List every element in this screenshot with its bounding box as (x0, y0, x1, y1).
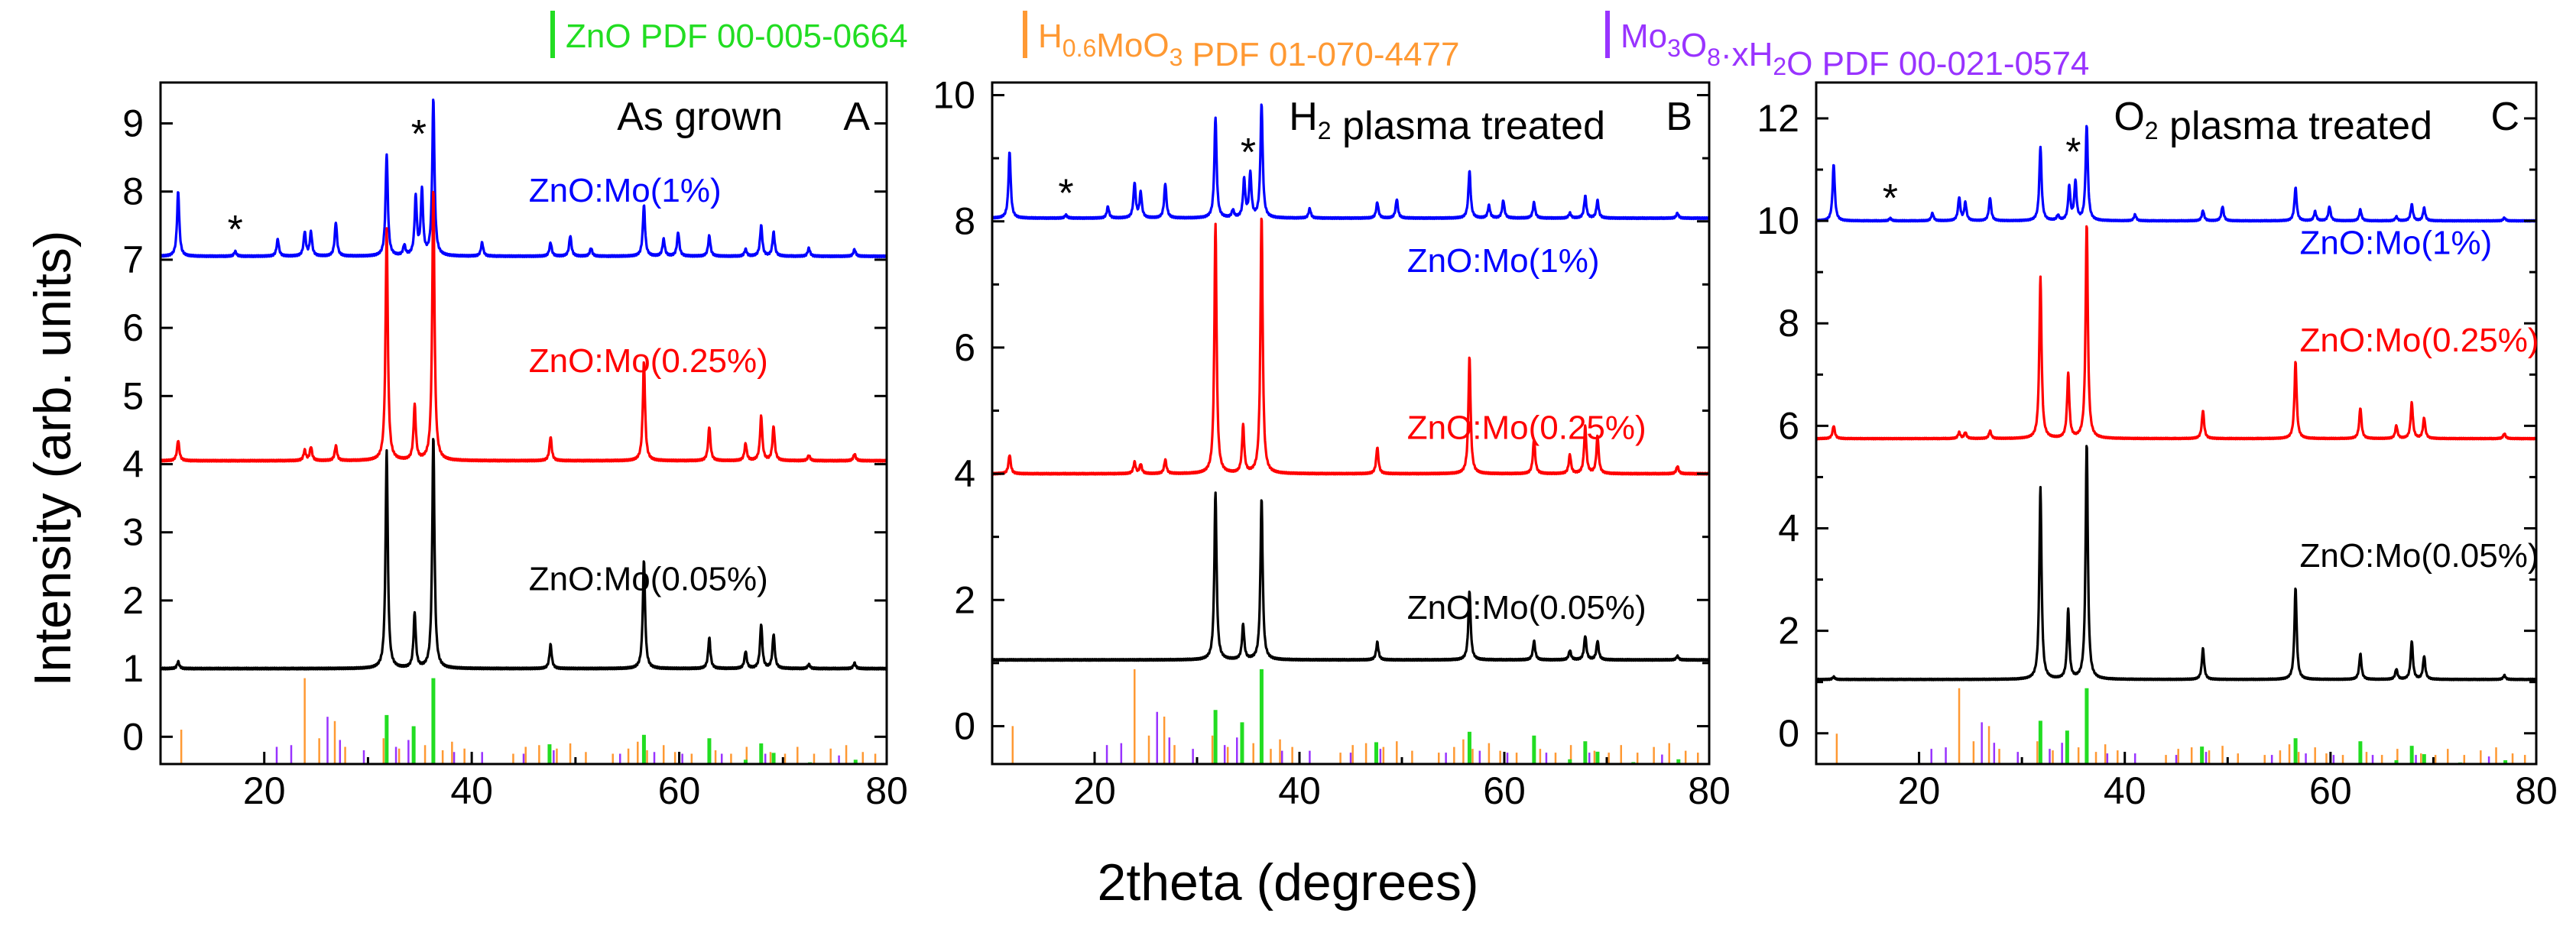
series-label: ZnO:Mo(0.25%) (1407, 410, 1646, 447)
series-trace-2 (159, 438, 888, 671)
impurity-star: * (1241, 131, 1256, 175)
legend-swatch-h (1023, 11, 1027, 58)
series-trace-2 (1815, 445, 2538, 682)
impurity-star: * (1883, 176, 1898, 221)
x-tick-label: 80 (865, 769, 908, 812)
y-tick-label: 0 (122, 715, 144, 758)
y-tick-label: 4 (122, 443, 144, 486)
y-tick-label: 0 (1778, 712, 1799, 755)
legend-entry-h: H0.6MoO3 PDF 01-070-4477 (1038, 18, 1459, 73)
impurity-star: * (411, 112, 427, 157)
y-tick-label: 5 (122, 374, 144, 417)
series-label: ZnO:Mo(1%) (1407, 242, 1600, 280)
x-tick-label: 60 (2309, 769, 2352, 812)
series-label: ZnO:Mo(0.05%) (2299, 537, 2539, 575)
impurity-star: * (228, 208, 243, 252)
y-tick-label: 2 (122, 579, 144, 622)
y-tick-label: 10 (933, 74, 975, 117)
y-tick-label: 10 (1757, 199, 1799, 242)
plot-frame (1815, 81, 2538, 766)
impurity-star: * (2065, 131, 2081, 175)
x-tick-label: 40 (1278, 769, 1321, 812)
series-trace-1 (991, 217, 1711, 476)
series-trace-0 (991, 103, 1711, 221)
y-tick-label: 3 (122, 511, 144, 554)
y-tick-label: 8 (1778, 302, 1799, 345)
y-tick-label: 1 (122, 647, 144, 690)
series-label: ZnO:Mo(0.05%) (529, 561, 768, 598)
y-axis-label: Intensity (arb. units) (24, 230, 82, 686)
series-trace-0 (159, 99, 888, 259)
y-tick-label: 6 (122, 306, 144, 349)
panel-title: As grown (617, 95, 783, 139)
y-tick-label: 4 (954, 452, 975, 495)
series-trace-2 (991, 491, 1711, 662)
y-tick-label: 0 (954, 704, 975, 747)
series-label: ZnO:Mo(1%) (2299, 225, 2492, 262)
y-tick-label: 12 (1757, 97, 1799, 140)
x-tick-label: 20 (243, 769, 286, 812)
x-tick-label: 80 (2515, 769, 2558, 812)
panel-letter: B (1666, 95, 1692, 139)
y-tick-label: 2 (1778, 610, 1799, 652)
y-tick-label: 6 (1778, 404, 1799, 447)
y-tick-label: 8 (954, 200, 975, 243)
x-tick-label: 60 (1483, 769, 1526, 812)
x-axis-label: 2theta (degrees) (1098, 853, 1479, 911)
y-tick-label: 4 (1778, 507, 1799, 549)
panel-title: O2 plasma treated (2114, 95, 2432, 148)
panel-letter: A (843, 95, 870, 139)
legend-entry-mo: Mo3O8·xH2O PDF 00-021-0574 (1621, 18, 2089, 83)
x-tick-label: 60 (658, 769, 701, 812)
x-tick-label: 20 (1898, 769, 1941, 812)
panel-letter: C (2490, 95, 2519, 139)
series-label: ZnO:Mo(1%) (529, 172, 722, 209)
series-label: ZnO:Mo(0.05%) (1407, 589, 1646, 627)
y-tick-label: 7 (122, 238, 144, 281)
x-tick-label: 80 (1688, 769, 1731, 812)
y-tick-label: 6 (954, 326, 975, 369)
x-tick-label: 40 (2104, 769, 2146, 812)
y-tick-label: 8 (122, 170, 144, 213)
series-trace-1 (159, 190, 888, 463)
series-trace-0 (1815, 125, 2538, 223)
panel-A: 20 40 60 80 0 1 2 3 4 5 6 7 8 9 As grown A ZnO:Mo(1%) ZnO… (122, 81, 908, 812)
legend: ZnO PDF 00-005-0664 H0.6MoO3 PDF 01-070-4… (550, 11, 2089, 83)
legend-swatch-zno (550, 11, 555, 58)
reference-lines (1835, 688, 2526, 764)
x-tick-label: 40 (450, 769, 493, 812)
series-label: ZnO:Mo(0.25%) (2299, 322, 2539, 359)
plot-frame (991, 81, 1711, 766)
x-tick-label: 20 (1073, 769, 1116, 812)
panel-title: H2 plasma treated (1289, 95, 1605, 148)
panel-C: 20 40 60 80 0 2 4 6 8 10 12 O2 plasma treated C ZnO:M… (1757, 81, 2558, 812)
legend-entry-zno: ZnO PDF 00-005-0664 (566, 18, 908, 55)
reference-lines (180, 678, 877, 764)
series-label: ZnO:Mo(0.25%) (529, 342, 768, 380)
y-tick-label: 9 (122, 102, 144, 145)
legend-swatch-mo (1605, 11, 1610, 58)
impurity-star: * (1058, 172, 1073, 216)
y-tick-label: 2 (954, 578, 975, 621)
plot-frame (159, 81, 888, 766)
panel-B: 20 40 60 80 0 2 4 6 8 10 H2 plasma treated B ZnO:Mo(… (933, 74, 1730, 812)
reference-lines (1011, 669, 1699, 764)
series-trace-1 (1815, 225, 2538, 441)
